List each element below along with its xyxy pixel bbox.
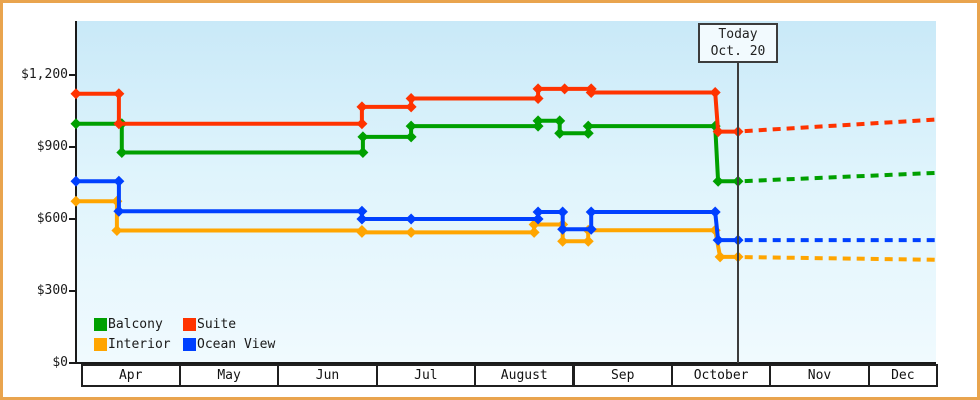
data-point-marker bbox=[113, 175, 125, 187]
data-point-marker bbox=[405, 120, 417, 132]
month-cell-august: August bbox=[474, 364, 575, 387]
data-point-marker bbox=[357, 147, 369, 158]
today-marker-box: Today Oct. 20 bbox=[698, 23, 778, 63]
legend-swatch-icon bbox=[94, 317, 107, 331]
data-point-marker bbox=[559, 83, 571, 95]
today-label: Today bbox=[718, 27, 758, 42]
y-tick-mark bbox=[69, 217, 76, 220]
legend-swatch-icon bbox=[183, 337, 196, 351]
month-cell-apr: Apr bbox=[80, 364, 181, 387]
legend-item-ocean-view: Ocean View bbox=[183, 334, 275, 354]
y-tick-label: $1,200 bbox=[21, 66, 68, 82]
today-date: Oct. 20 bbox=[710, 44, 766, 59]
data-point-marker bbox=[712, 234, 724, 246]
data-point-marker bbox=[405, 93, 417, 104]
data-point-marker bbox=[709, 206, 721, 218]
y-tick-mark bbox=[69, 289, 76, 292]
x-axis-line bbox=[75, 362, 936, 364]
data-point-marker bbox=[528, 226, 540, 238]
data-point-marker bbox=[532, 213, 544, 225]
y-tick-mark bbox=[69, 145, 76, 148]
data-point-marker bbox=[405, 226, 417, 238]
data-point-marker bbox=[582, 127, 594, 139]
data-point-marker bbox=[405, 131, 417, 143]
data-point-marker bbox=[709, 87, 721, 98]
data-point-marker bbox=[554, 127, 566, 139]
legend-item-suite: Suite bbox=[183, 314, 275, 334]
data-point-marker bbox=[113, 205, 125, 217]
data-point-marker bbox=[585, 87, 597, 98]
legend: Balcony Suite Interior Ocean View bbox=[94, 314, 275, 354]
legend-item-interior: Interior bbox=[94, 334, 183, 354]
month-cell-jul: Jul bbox=[375, 364, 477, 387]
y-axis-line bbox=[75, 21, 77, 364]
legend-label: Suite bbox=[197, 316, 237, 332]
price-lines-svg bbox=[70, 83, 936, 263]
month-cell-october: October bbox=[670, 364, 772, 387]
y-tick-mark bbox=[69, 73, 76, 76]
data-point-marker bbox=[356, 213, 368, 225]
data-point-marker bbox=[70, 88, 82, 100]
y-tick-label: $600 bbox=[36, 210, 68, 226]
data-point-marker bbox=[557, 223, 569, 235]
month-cell-dec: Dec bbox=[867, 364, 938, 387]
data-point-marker bbox=[113, 118, 125, 130]
series-forecast-suite bbox=[744, 117, 936, 134]
month-cell-jun: Jun bbox=[277, 364, 378, 387]
legend-swatch-icon bbox=[183, 317, 196, 331]
series-forecast-interior bbox=[744, 255, 936, 262]
y-tick-label: $900 bbox=[36, 138, 68, 154]
data-point-marker bbox=[582, 120, 594, 132]
y-tick-label: $300 bbox=[36, 282, 68, 298]
y-tick-mark bbox=[69, 361, 76, 364]
legend-item-balcony: Balcony bbox=[94, 314, 183, 334]
data-point-marker bbox=[714, 251, 726, 263]
month-cell-sep: Sep bbox=[572, 364, 673, 387]
data-point-marker bbox=[557, 206, 569, 218]
data-point-marker bbox=[405, 213, 417, 225]
data-point-marker bbox=[113, 88, 125, 100]
data-point-marker bbox=[585, 206, 597, 218]
legend-label: Balcony bbox=[108, 316, 163, 332]
data-point-marker bbox=[111, 225, 123, 236]
legend-swatch-icon bbox=[94, 337, 107, 351]
data-point-marker bbox=[357, 131, 369, 143]
y-tick-label: $0 bbox=[52, 354, 68, 370]
legend-label: Interior bbox=[108, 336, 171, 352]
legend-label: Ocean View bbox=[197, 336, 276, 352]
plot-area bbox=[77, 21, 936, 362]
data-point-marker bbox=[582, 235, 594, 247]
data-point-marker bbox=[70, 118, 82, 130]
data-point-marker bbox=[356, 101, 368, 113]
month-cell-nov: Nov bbox=[769, 364, 870, 387]
data-point-marker bbox=[356, 205, 368, 217]
data-point-marker bbox=[532, 206, 544, 218]
data-point-marker bbox=[405, 101, 417, 113]
data-point-marker bbox=[585, 223, 597, 235]
month-cell-may: May bbox=[178, 364, 280, 387]
series-line-balcony bbox=[76, 118, 738, 184]
data-point-marker bbox=[532, 115, 544, 127]
data-point-marker bbox=[356, 226, 368, 238]
data-point-marker bbox=[356, 118, 368, 130]
data-point-marker bbox=[70, 175, 82, 187]
today-marker-line bbox=[737, 61, 739, 363]
data-point-marker bbox=[70, 195, 82, 207]
data-point-marker bbox=[116, 147, 128, 158]
data-point-marker bbox=[712, 175, 724, 187]
series-forecast-balcony bbox=[744, 170, 936, 184]
data-point-marker bbox=[554, 115, 566, 127]
data-point-marker bbox=[532, 83, 544, 95]
data-point-marker bbox=[532, 93, 544, 104]
data-point-marker bbox=[557, 235, 569, 247]
